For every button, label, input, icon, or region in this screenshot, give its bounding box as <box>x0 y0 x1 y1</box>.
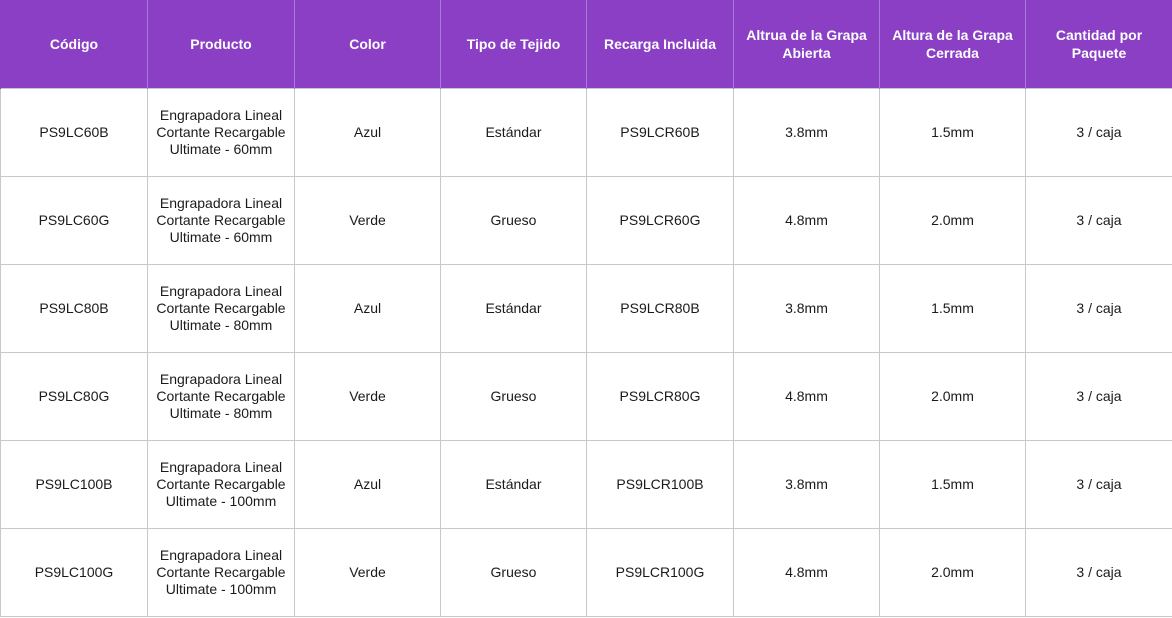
cell-altura-cerrada: 1.5mm <box>879 87 1026 177</box>
header-recarga-incluida: Recarga Incluida <box>586 0 734 88</box>
cell-altura-cerrada: 1.5mm <box>879 263 1026 353</box>
table-row: PS9LC60B Engrapadora Lineal Cortante Rec… <box>0 87 1172 177</box>
table-row: PS9LC100G Engrapadora Lineal Cortante Re… <box>0 527 1172 617</box>
header-altura-grapa-abierta: Altrua de la Grapa Abierta <box>733 0 880 88</box>
cell-altura-abierta: 3.8mm <box>733 87 880 177</box>
cell-cantidad: 3 / caja <box>1025 175 1172 265</box>
cell-altura-cerrada: 2.0mm <box>879 175 1026 265</box>
cell-recarga-incluida: PS9LCR80B <box>586 263 734 353</box>
cell-codigo: PS9LC100B <box>0 439 148 529</box>
cell-producto: Engrapadora Lineal Cortante Recargable U… <box>147 351 295 441</box>
cell-tipo-de-tejido: Grueso <box>440 527 587 617</box>
header-producto: Producto <box>147 0 295 88</box>
header-altura-grapa-cerrada: Altura de la Grapa Cerrada <box>879 0 1026 88</box>
cell-recarga-incluida: PS9LCR60G <box>586 175 734 265</box>
cell-tipo-de-tejido: Estándar <box>440 439 587 529</box>
cell-codigo: PS9LC100G <box>0 527 148 617</box>
table-header: Código Producto Color Tipo de Tejido Rec… <box>0 0 1172 88</box>
table-row: PS9LC80B Engrapadora Lineal Cortante Rec… <box>0 263 1172 353</box>
cell-altura-abierta: 3.8mm <box>733 439 880 529</box>
cell-cantidad: 3 / caja <box>1025 439 1172 529</box>
cell-color: Azul <box>294 87 441 177</box>
cell-altura-abierta: 4.8mm <box>733 527 880 617</box>
header-tipo-de-tejido: Tipo de Tejido <box>440 0 587 88</box>
cell-tipo-de-tejido: Estándar <box>440 263 587 353</box>
cell-producto: Engrapadora Lineal Cortante Recargable U… <box>147 439 295 529</box>
table-row: PS9LC60G Engrapadora Lineal Cortante Rec… <box>0 175 1172 265</box>
cell-color: Verde <box>294 351 441 441</box>
cell-color: Azul <box>294 263 441 353</box>
table-row: PS9LC80G Engrapadora Lineal Cortante Rec… <box>0 351 1172 441</box>
cell-altura-abierta: 3.8mm <box>733 263 880 353</box>
table-row: PS9LC100B Engrapadora Lineal Cortante Re… <box>0 439 1172 529</box>
header-row: Código Producto Color Tipo de Tejido Rec… <box>0 0 1172 88</box>
cell-codigo: PS9LC80G <box>0 351 148 441</box>
cell-producto: Engrapadora Lineal Cortante Recargable U… <box>147 175 295 265</box>
cell-color: Verde <box>294 527 441 617</box>
cell-recarga-incluida: PS9LCR100B <box>586 439 734 529</box>
cell-altura-abierta: 4.8mm <box>733 351 880 441</box>
cell-producto: Engrapadora Lineal Cortante Recargable U… <box>147 263 295 353</box>
cell-cantidad: 3 / caja <box>1025 263 1172 353</box>
header-cantidad-por-paquete: Cantidad por Paquete <box>1025 0 1172 88</box>
cell-producto: Engrapadora Lineal Cortante Recargable U… <box>147 527 295 617</box>
cell-altura-cerrada: 1.5mm <box>879 439 1026 529</box>
table-body: PS9LC60B Engrapadora Lineal Cortante Rec… <box>0 87 1172 617</box>
cell-altura-cerrada: 2.0mm <box>879 351 1026 441</box>
cell-codigo: PS9LC60B <box>0 87 148 177</box>
cell-recarga-incluida: PS9LCR60B <box>586 87 734 177</box>
cell-cantidad: 3 / caja <box>1025 527 1172 617</box>
cell-producto: Engrapadora Lineal Cortante Recargable U… <box>147 87 295 177</box>
header-codigo: Código <box>0 0 148 88</box>
cell-altura-cerrada: 2.0mm <box>879 527 1026 617</box>
cell-tipo-de-tejido: Estándar <box>440 87 587 177</box>
header-color: Color <box>294 0 441 88</box>
cell-tipo-de-tejido: Grueso <box>440 175 587 265</box>
cell-altura-abierta: 4.8mm <box>733 175 880 265</box>
cell-cantidad: 3 / caja <box>1025 87 1172 177</box>
cell-tipo-de-tejido: Grueso <box>440 351 587 441</box>
cell-codigo: PS9LC60G <box>0 175 148 265</box>
cell-codigo: PS9LC80B <box>0 263 148 353</box>
cell-recarga-incluida: PS9LCR80G <box>586 351 734 441</box>
cell-color: Azul <box>294 439 441 529</box>
cell-color: Verde <box>294 175 441 265</box>
cell-cantidad: 3 / caja <box>1025 351 1172 441</box>
cell-recarga-incluida: PS9LCR100G <box>586 527 734 617</box>
